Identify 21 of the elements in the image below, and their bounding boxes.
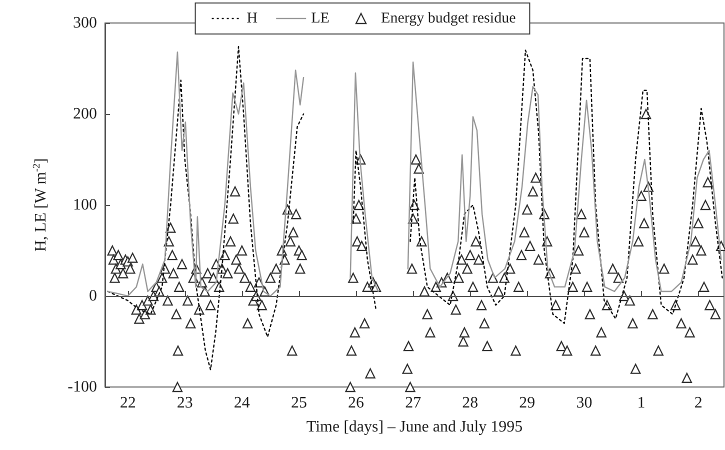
x-tick-label: 28 [462, 394, 478, 412]
x-tick-label: 1 [637, 394, 646, 412]
y-tick-label: 300 [73, 14, 97, 32]
x-tick-label: 25 [290, 394, 307, 412]
x-tick-label: 27 [405, 394, 422, 412]
x-tick-label: 24 [234, 394, 250, 412]
x-tick-label: 26 [348, 394, 364, 412]
x-tick-label: 23 [176, 394, 193, 412]
y-axis-title: H, LE [W m-2] [32, 158, 50, 252]
legend-label: Energy budget residue [381, 10, 516, 26]
y-tick-label: 100 [73, 196, 97, 214]
x-axis-title: Time [days] – June and July 1995 [306, 418, 523, 436]
x-tick-label: 22 [120, 394, 136, 412]
x-tick-label: 29 [519, 394, 536, 412]
legend-label: H [246, 10, 258, 26]
x-tick-label: 30 [576, 394, 592, 412]
x-tick-label: 2 [694, 394, 702, 412]
legend-label: LE [311, 10, 330, 26]
y-tick-label: 200 [73, 106, 97, 122]
y-tick-label: 0 [89, 288, 97, 304]
y-tick-label: -100 [68, 378, 97, 396]
